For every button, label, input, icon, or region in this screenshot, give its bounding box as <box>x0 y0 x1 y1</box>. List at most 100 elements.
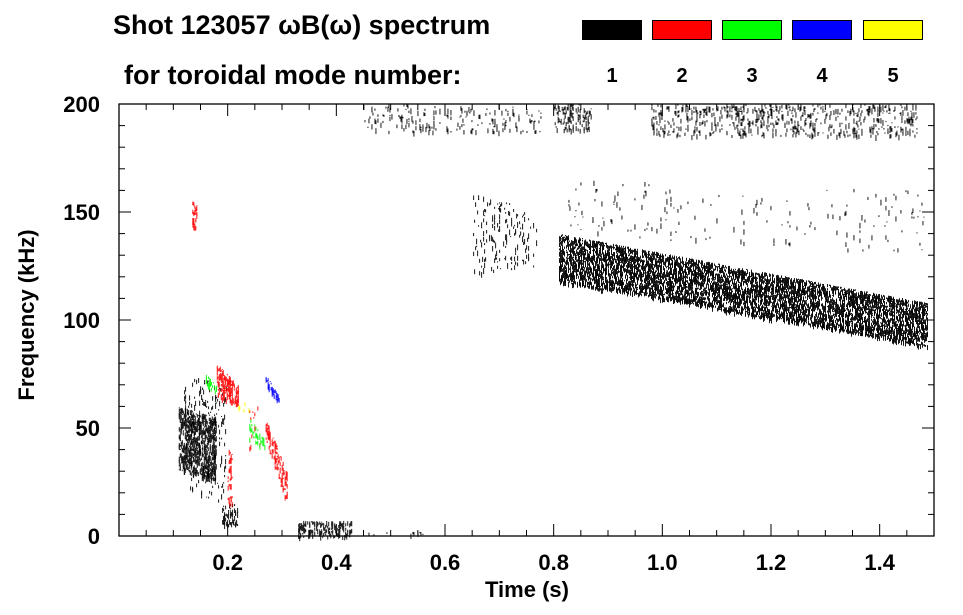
spectrum-point <box>798 313 799 317</box>
spectrum-point <box>882 304 883 307</box>
spectrum-point <box>810 317 811 321</box>
spectrum-point <box>749 272 750 275</box>
spectrum-point <box>756 213 758 216</box>
spectrum-point <box>917 315 918 318</box>
spectrum-point <box>868 304 869 311</box>
spectrum-point <box>767 278 768 283</box>
spectrum-point <box>808 314 809 320</box>
spectrum-point <box>658 278 659 281</box>
spectrum-point <box>884 310 885 315</box>
spectrum-point <box>835 313 836 317</box>
spectrum-point <box>818 313 819 317</box>
spectrum-point <box>641 278 642 282</box>
spectrum-point <box>830 327 831 329</box>
spectrum-point <box>703 265 704 269</box>
spectrum-point <box>639 257 640 261</box>
spectrum-point <box>679 270 680 275</box>
spectrum-point <box>736 277 737 279</box>
spectrum-point <box>769 311 770 315</box>
spectrum-point <box>863 329 864 331</box>
spectrum-point <box>571 260 572 266</box>
spectrum-point <box>679 282 680 288</box>
spectrum-point <box>696 278 697 281</box>
spectrum-point <box>778 316 779 319</box>
spectrum-point <box>658 284 659 289</box>
spectrum-point <box>808 295 809 298</box>
spectrum-point <box>798 297 799 303</box>
spectrum-point <box>618 256 619 262</box>
spectrum-point <box>568 264 569 268</box>
spectrum-point <box>665 191 667 195</box>
spectrum-point <box>709 289 710 296</box>
spectrum-point <box>665 263 666 267</box>
spectrum-point <box>918 315 919 319</box>
spectrum-point <box>784 294 785 297</box>
spectrum-point <box>637 293 638 295</box>
spectrum-point <box>627 263 628 265</box>
spectrum-point <box>794 278 795 281</box>
spectrum-point <box>893 318 894 321</box>
spectrum-point <box>635 286 636 289</box>
spectrum-point <box>922 343 923 348</box>
spectrum-point <box>620 289 621 294</box>
spectrum-point <box>627 229 629 232</box>
spectrum-point <box>641 275 642 277</box>
spectrum-point <box>562 277 563 280</box>
spectrum-point <box>716 287 717 294</box>
spectrum-point <box>910 342 911 344</box>
spectrum-point <box>925 304 926 308</box>
spectrum-point <box>627 264 628 270</box>
spectrum-point <box>745 313 746 317</box>
spectrum-point <box>819 299 820 304</box>
spectrum-point <box>643 271 644 277</box>
spectrum-point <box>583 254 584 258</box>
spectrum-point <box>561 278 562 282</box>
spectrum-point <box>652 281 653 284</box>
spectrum-point <box>906 309 907 316</box>
spectrum-point <box>722 304 723 308</box>
spectrum-point <box>768 294 769 300</box>
spectrum-point <box>784 304 785 310</box>
spectrum-point <box>601 227 603 231</box>
spectrum-point <box>751 312 752 317</box>
spectrum-point <box>700 262 701 264</box>
spectrum-point <box>599 249 600 253</box>
spectrum-point <box>925 336 926 342</box>
spectrum-point <box>799 282 800 285</box>
spectrum-point <box>783 282 784 284</box>
spectrum-point <box>781 318 782 320</box>
spectrum-point <box>805 310 806 315</box>
spectrum-point <box>855 331 856 336</box>
spectrum-point <box>581 210 583 216</box>
spectrum-point <box>861 332 862 336</box>
spectrum-point <box>585 281 586 283</box>
spectrum-point <box>621 253 622 258</box>
spectrum-point <box>582 262 583 265</box>
spectrum-point <box>865 316 866 320</box>
spectrum-point <box>655 296 656 299</box>
spectrum-point <box>824 318 825 321</box>
spectrum-point <box>711 281 712 283</box>
spectrum-point <box>867 301 868 306</box>
spectrum-point <box>839 329 840 334</box>
spectrum-point <box>813 305 814 312</box>
spectrum-point <box>774 314 775 317</box>
spectrum-point <box>838 286 839 288</box>
spectrum-point <box>917 331 918 333</box>
spectrum-point <box>868 318 869 321</box>
spectrum-point <box>825 305 826 311</box>
spectrum-point <box>614 268 615 273</box>
spectrum-point <box>911 310 912 314</box>
spectrum-point <box>884 329 885 334</box>
spectrum-point <box>661 267 662 272</box>
spectrum-point <box>792 314 793 318</box>
spectrum-point <box>781 313 782 316</box>
spectrum-point <box>804 233 806 235</box>
spectrum-point <box>619 271 620 273</box>
spectrum-point <box>688 267 689 273</box>
spectrum-point <box>625 248 626 251</box>
spectrum-point <box>648 258 649 261</box>
spectrum-point <box>666 298 667 301</box>
spectrum-point <box>787 314 788 317</box>
spectrum-point <box>598 241 599 245</box>
